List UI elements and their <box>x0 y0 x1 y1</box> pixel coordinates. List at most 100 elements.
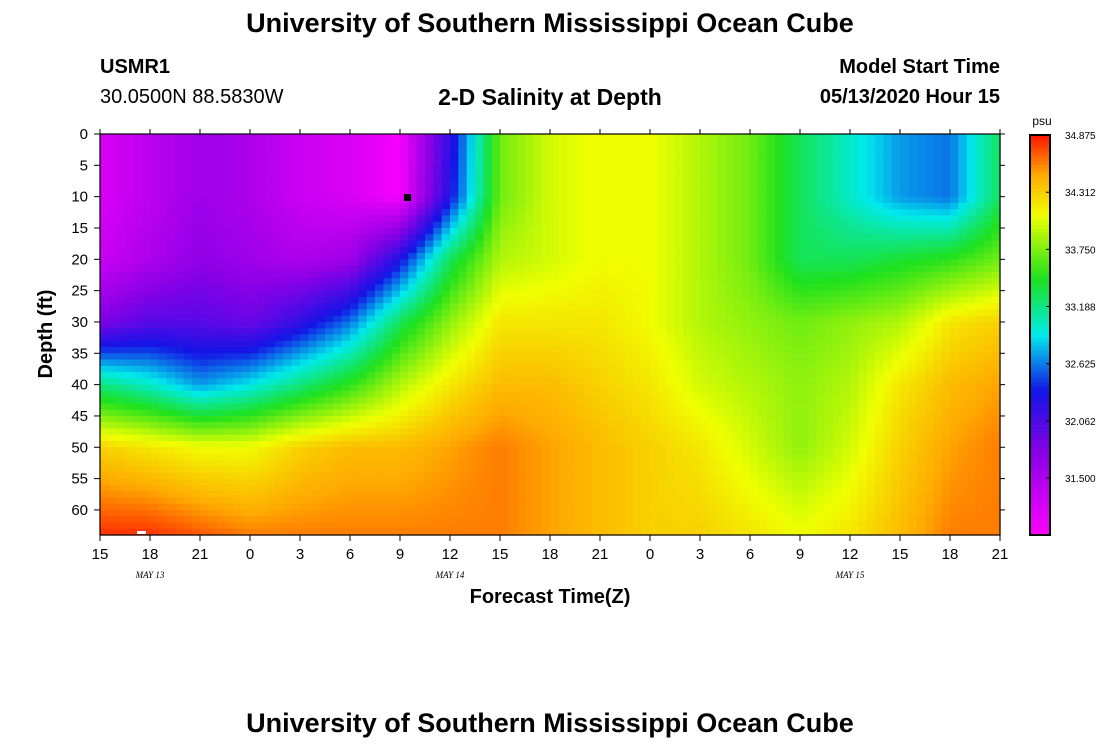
heatmap-cell <box>825 309 834 317</box>
heatmap-cell <box>325 165 334 173</box>
heatmap-cell <box>591 265 601 273</box>
heatmap-cell <box>133 353 143 361</box>
heatmap-cell <box>641 403 651 411</box>
heatmap-cell <box>983 284 993 292</box>
heatmap-cell <box>391 409 401 417</box>
heatmap-cell <box>241 365 251 373</box>
heatmap-cell <box>375 202 384 210</box>
heatmap-cell <box>958 184 968 191</box>
heatmap-cell <box>800 271 809 279</box>
heatmap-cell <box>250 415 259 423</box>
heatmap-cell <box>258 365 268 373</box>
heatmap-cell <box>233 246 243 254</box>
heatmap-cell <box>883 409 893 417</box>
heatmap-cell <box>200 177 209 185</box>
heatmap-cell <box>691 227 701 235</box>
heatmap-cell <box>500 315 509 323</box>
heatmap-cell <box>791 234 801 242</box>
heatmap-cell <box>541 384 551 392</box>
heatmap-cell <box>625 409 634 417</box>
heatmap-cell <box>933 296 943 304</box>
heatmap-cell <box>100 171 109 179</box>
heatmap-cell <box>833 240 843 248</box>
heatmap-cell <box>375 177 384 185</box>
heatmap-cell <box>250 290 259 298</box>
heatmap-cell <box>650 171 659 179</box>
heatmap-cell <box>575 359 584 367</box>
heatmap-cell <box>508 328 518 336</box>
heatmap-cell <box>975 234 984 242</box>
heatmap-cell <box>891 296 901 304</box>
heatmap-cell <box>175 259 184 267</box>
heatmap-cell <box>700 309 709 317</box>
heatmap-cell <box>941 177 951 185</box>
heatmap-cell <box>591 321 601 329</box>
heatmap-cell <box>391 359 401 367</box>
heatmap-cell <box>100 372 109 379</box>
heatmap-cell <box>316 134 326 141</box>
heatmap-cell <box>608 209 618 217</box>
heatmap-cell <box>458 390 468 398</box>
heatmap-cell <box>100 184 109 191</box>
heatmap-cell <box>125 340 134 348</box>
heatmap-cell <box>625 296 634 304</box>
heatmap-cell <box>650 397 659 405</box>
station-id: USMR1 <box>100 56 171 78</box>
heatmap-cell <box>825 146 834 154</box>
heatmap-cell <box>141 359 151 367</box>
heatmap-cell <box>416 184 426 191</box>
heatmap-cell <box>650 334 659 342</box>
heatmap-cell <box>575 390 584 398</box>
heatmap-cell <box>908 353 918 361</box>
heatmap-cell <box>675 390 684 398</box>
heatmap-cell <box>400 209 409 217</box>
heatmap-cell <box>283 315 293 323</box>
heatmap-cell <box>333 340 343 348</box>
heatmap-cell <box>183 409 193 417</box>
heatmap-cell <box>991 284 1001 292</box>
heatmap-cell <box>466 365 476 373</box>
heatmap-cell <box>933 397 943 405</box>
heatmap-cell <box>608 215 618 223</box>
heatmap-cell <box>433 409 443 417</box>
heatmap-cell <box>458 347 468 354</box>
heatmap-cell <box>975 134 984 141</box>
heatmap-cell <box>341 384 351 392</box>
heatmap-cell <box>900 240 909 248</box>
heatmap-cell <box>800 202 809 210</box>
heatmap-cell <box>925 378 934 386</box>
heatmap-cell <box>633 284 643 292</box>
heatmap-cell <box>475 359 484 367</box>
heatmap-cell <box>716 328 726 336</box>
heatmap-cell <box>591 365 601 373</box>
heatmap-cell <box>158 253 168 260</box>
heatmap-cell <box>666 221 676 229</box>
heatmap-cell <box>108 209 118 217</box>
heatmap-cell <box>675 365 684 373</box>
heatmap-cell <box>450 246 459 254</box>
heatmap-cell <box>650 321 659 329</box>
heatmap-cell <box>941 134 951 141</box>
heatmap-cell <box>816 378 826 386</box>
heatmap-cell <box>908 196 918 204</box>
heatmap-cell <box>366 384 376 392</box>
heatmap-cell <box>466 165 476 173</box>
heatmap-cell <box>166 340 176 348</box>
heatmap-cell <box>175 215 184 223</box>
heatmap-cell <box>383 365 393 373</box>
heatmap-cell <box>450 196 459 204</box>
heatmap-cell <box>908 384 918 392</box>
heatmap-cell <box>241 209 251 217</box>
heatmap-cell <box>858 171 868 179</box>
heatmap-cell <box>441 315 451 323</box>
heatmap-cell <box>600 290 609 298</box>
heatmap-cell <box>866 278 876 285</box>
heatmap-cell <box>725 372 734 379</box>
heatmap-cell <box>841 278 851 285</box>
heatmap-cell <box>816 321 826 329</box>
heatmap-cell <box>283 171 293 179</box>
heatmap-cell <box>750 159 759 166</box>
heatmap-cell <box>100 409 109 417</box>
heatmap-cell <box>875 146 884 154</box>
heatmap-cell <box>516 409 526 417</box>
